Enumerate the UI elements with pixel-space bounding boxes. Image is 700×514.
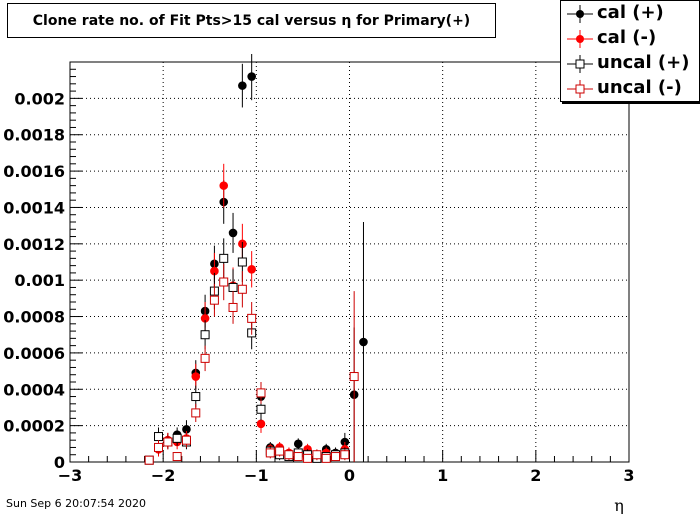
- data-series: [144, 54, 368, 465]
- x-tick-label: −2: [151, 466, 176, 485]
- data-point: [200, 353, 210, 363]
- x-tick-label: 1: [437, 466, 448, 485]
- y-tick-label: 0.002: [14, 89, 65, 108]
- legend-marker: [567, 30, 593, 48]
- data-point: [256, 419, 266, 429]
- y-tick-label: 0.0008: [3, 308, 65, 327]
- legend-label: cal (+): [597, 2, 664, 23]
- legend-symbol: [575, 59, 585, 69]
- data-point: [238, 81, 247, 90]
- data-point: [228, 228, 238, 238]
- grid-lines: [70, 62, 629, 462]
- y-tick-label: 0.0014: [3, 198, 65, 217]
- data-point: [228, 302, 238, 312]
- chart-title: Clone rate no. of Fit Pts>15 cal versus …: [7, 3, 496, 38]
- y-tick-label: 0.0002: [3, 417, 65, 436]
- data-point: [172, 433, 182, 443]
- data-point: [275, 446, 285, 456]
- data-point: [163, 437, 173, 447]
- data-point: [191, 392, 201, 402]
- legend-entry: uncal (+): [561, 52, 699, 77]
- data-point: [200, 330, 210, 340]
- legend-marker: [567, 80, 593, 98]
- legend-entry: cal (-): [561, 27, 699, 52]
- legend: cal (+) cal (-) uncal (+) uncal (-): [560, 0, 700, 102]
- data-point: [191, 372, 201, 381]
- y-tick-label: 0.0018: [3, 126, 65, 145]
- data-point: [209, 295, 219, 305]
- data-point: [247, 264, 256, 274]
- data-point: [349, 372, 359, 382]
- x-tick-label: 0: [344, 466, 355, 485]
- y-tick-label: 0: [54, 453, 65, 472]
- y-tick-label: 0.0004: [3, 380, 65, 399]
- data-point: [247, 313, 257, 323]
- data-point: [154, 432, 164, 442]
- legend-symbol: [576, 10, 584, 18]
- data-point: [256, 388, 266, 398]
- data-point: [340, 450, 350, 460]
- data-point: [256, 404, 266, 414]
- x-tick-label: 3: [623, 466, 634, 485]
- data-point: [191, 408, 201, 418]
- x-tick-label: 2: [530, 466, 541, 485]
- data-point: [312, 450, 322, 460]
- data-point: [237, 257, 247, 267]
- data-point: [265, 448, 275, 458]
- legend-marker: [567, 55, 593, 73]
- data-point: [247, 72, 256, 81]
- legend-symbol: [575, 84, 585, 94]
- legend-label: uncal (-): [597, 77, 682, 98]
- data-point: [237, 284, 247, 294]
- legend-marker: [567, 5, 593, 23]
- y-tick-label: 0.001: [14, 271, 65, 290]
- series-uncal: [144, 263, 359, 465]
- y-tick-label: 0.0012: [3, 235, 65, 254]
- data-point: [303, 453, 313, 463]
- legend-entry: cal (+): [561, 2, 699, 27]
- data-point: [154, 442, 164, 452]
- data-point: [181, 435, 191, 445]
- axes: −3 −2 −1 0 1 2 3 0 0.0002 0.0004 0.0006 0.0008 0.001…: [3, 61, 635, 485]
- y-tick-label: 0.0006: [3, 344, 65, 363]
- data-point: [284, 450, 294, 460]
- data-point: [219, 277, 229, 287]
- legend-entry: uncal (-): [561, 77, 699, 102]
- x-tick-label: −3: [58, 466, 83, 485]
- x-axis-label: η: [614, 496, 624, 514]
- data-point: [144, 455, 154, 465]
- data-point: [293, 439, 303, 449]
- legend-symbol: [576, 35, 584, 43]
- data-point: [331, 452, 341, 462]
- data-point: [228, 282, 238, 292]
- data-point: [219, 181, 229, 190]
- legend-label: cal (-): [597, 27, 657, 48]
- data-point: [172, 452, 182, 462]
- data-point: [293, 452, 303, 462]
- x-tick-label: −1: [244, 466, 269, 485]
- footer-date: Sun Sep 6 20:07:54 2020: [6, 497, 147, 510]
- data-point: [321, 453, 331, 463]
- data-point: [359, 337, 368, 347]
- legend-label: uncal (+): [597, 52, 690, 73]
- data-point: [219, 253, 229, 263]
- y-tick-label: 0.0016: [3, 162, 65, 181]
